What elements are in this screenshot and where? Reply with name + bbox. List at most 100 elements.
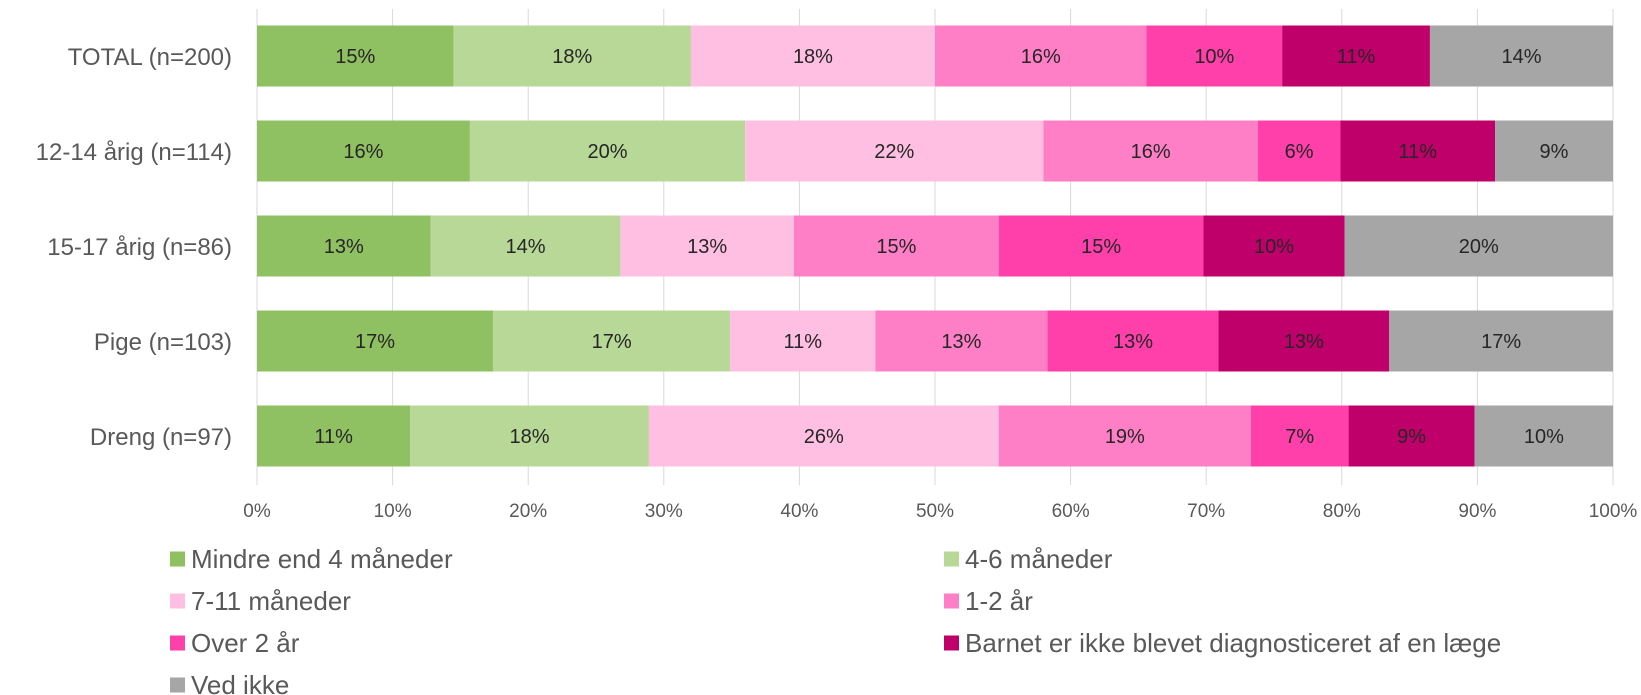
- data-label: 10%: [1524, 426, 1564, 448]
- data-label: 11%: [314, 426, 353, 448]
- bar-segment: [257, 25, 454, 87]
- legend-swatch: [170, 593, 185, 609]
- data-label: 9%: [1397, 426, 1426, 448]
- data-label: 22%: [874, 141, 914, 163]
- bar-segment: [430, 215, 621, 277]
- legend: Mindre end 4 måneder 4-6 måneder 7-11 måne…: [170, 544, 1501, 695]
- category-labels: TOTAL (n=200) 12-14 årig (n=114) 15-17 åri…: [36, 44, 232, 451]
- data-label: 10%: [1194, 46, 1234, 68]
- bar-segment: [257, 310, 493, 372]
- data-label: 13%: [687, 236, 727, 258]
- bar-segment: [1429, 25, 1613, 87]
- data-label: 20%: [1459, 236, 1499, 258]
- legend-swatch: [170, 551, 185, 567]
- bar-segment: [1344, 215, 1613, 277]
- legend-label: Barnet er ikke blevet diagnosticeret af …: [965, 628, 1501, 658]
- bar-segment: [1250, 405, 1349, 467]
- data-label: 9%: [1540, 141, 1569, 163]
- bar-segment: [1203, 215, 1345, 277]
- data-label: 16%: [343, 141, 383, 163]
- data-label: 13%: [1284, 331, 1324, 353]
- bar-segment: [410, 405, 649, 467]
- bar-segment: [492, 310, 731, 372]
- legend-swatch: [944, 593, 959, 609]
- x-tick-label: 70%: [1187, 501, 1225, 522]
- bar-segment: [935, 25, 1147, 87]
- data-label: 10%: [1254, 236, 1294, 258]
- x-tick-label: 50%: [916, 501, 954, 522]
- legend-swatch: [170, 635, 185, 651]
- x-tick-label: 30%: [645, 501, 683, 522]
- x-tick-label: 10%: [374, 501, 412, 522]
- bars: 15% 18% 18% 16% 10% 11% 14% 16% 20% 22% 16% 6% 11% 9%…: [257, 25, 1613, 467]
- data-label: 14%: [1501, 46, 1541, 68]
- data-label: 17%: [592, 331, 632, 353]
- legend-label: 1-2 år: [965, 586, 1033, 616]
- x-tick-label: 0%: [243, 501, 271, 522]
- legend-swatch: [944, 635, 959, 651]
- bar-segment: [1474, 405, 1613, 467]
- data-label: 15%: [876, 236, 916, 258]
- data-label: 11%: [1337, 46, 1376, 68]
- data-label: 16%: [1131, 141, 1171, 163]
- bar-segment: [453, 25, 691, 87]
- x-tick-label: 40%: [780, 501, 818, 522]
- data-label: 18%: [510, 426, 550, 448]
- bar-segment: [1495, 120, 1613, 182]
- data-label: 6%: [1285, 141, 1314, 163]
- legend-label: 4-6 måneder: [965, 544, 1113, 574]
- bar-segment: [1389, 310, 1613, 372]
- data-label: 17%: [1481, 331, 1521, 353]
- category-label: Dreng (n=97): [90, 424, 232, 451]
- bar-segment: [793, 215, 999, 277]
- data-label: 11%: [784, 331, 823, 353]
- bar-segment: [469, 120, 746, 182]
- bar-segment: [998, 215, 1204, 277]
- bar-segment: [1218, 310, 1390, 372]
- bar-segment: [998, 405, 1251, 467]
- x-tick-label: 100%: [1589, 501, 1638, 522]
- x-tick-label: 90%: [1458, 501, 1496, 522]
- bar-segment: [1340, 120, 1496, 182]
- x-tick-label: 60%: [1052, 501, 1090, 522]
- bar-segment: [1282, 25, 1430, 87]
- data-label: 13%: [324, 236, 364, 258]
- data-label: 14%: [505, 236, 545, 258]
- data-label: 20%: [588, 141, 628, 163]
- data-label: 17%: [355, 331, 395, 353]
- bar-segment: [257, 405, 411, 467]
- bar-segment: [745, 120, 1044, 182]
- legend-label: Over 2 år: [191, 628, 300, 658]
- bar-segment: [1043, 120, 1258, 182]
- bar-segment: [1047, 310, 1219, 372]
- bar-segment: [257, 120, 470, 182]
- bar-segment: [648, 405, 999, 467]
- bar-segment: [1146, 25, 1283, 87]
- data-label: 7%: [1285, 426, 1314, 448]
- bar-segment: [257, 215, 431, 277]
- category-label: 12-14 årig (n=114): [36, 139, 232, 166]
- x-tick-label: 80%: [1323, 501, 1361, 522]
- data-label: 15%: [1081, 236, 1121, 258]
- x-axis-ticks: 0% 10% 20% 30% 40% 50% 60% 70% 80% 90% 100%: [243, 501, 1637, 522]
- data-label: 19%: [1105, 426, 1145, 448]
- bar-segment: [875, 310, 1048, 372]
- data-label: 18%: [793, 46, 833, 68]
- x-tick-label: 20%: [509, 501, 547, 522]
- category-label: Pige (n=103): [94, 329, 232, 356]
- category-label: TOTAL (n=200): [68, 44, 232, 71]
- data-label: 15%: [335, 46, 375, 68]
- bar-segment: [690, 25, 935, 87]
- bar-segment: [1348, 405, 1475, 467]
- legend-swatch: [944, 551, 959, 567]
- data-label: 26%: [804, 426, 844, 448]
- bar-segment: [730, 310, 876, 372]
- bar-segment: [1257, 120, 1341, 182]
- data-label: 13%: [941, 331, 981, 353]
- data-label: 13%: [1113, 331, 1153, 353]
- data-label: 11%: [1398, 141, 1437, 163]
- legend-label: 7-11 måneder: [191, 586, 351, 616]
- data-label: 18%: [552, 46, 592, 68]
- legend-label: Mindre end 4 måneder: [191, 544, 453, 574]
